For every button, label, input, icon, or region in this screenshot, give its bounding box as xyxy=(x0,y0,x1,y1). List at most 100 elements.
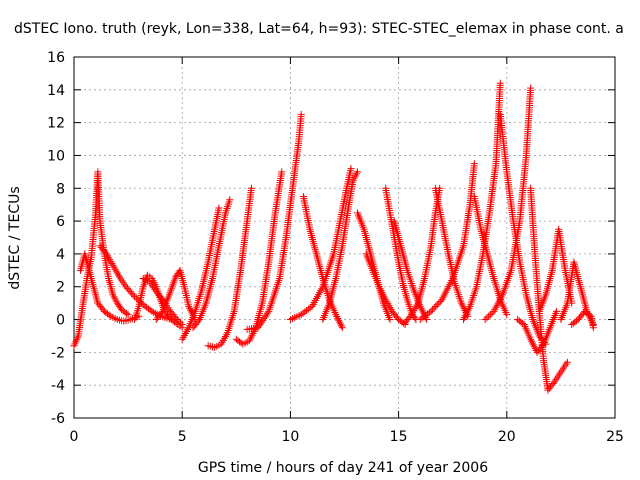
data-point xyxy=(131,293,139,301)
data-point xyxy=(586,311,594,319)
x-tick-label: 10 xyxy=(281,429,299,445)
data-point xyxy=(260,315,268,323)
data-point xyxy=(470,160,478,168)
y-tick-label: 6 xyxy=(56,214,65,230)
data-point xyxy=(215,204,223,212)
data-point xyxy=(125,286,133,294)
data-point xyxy=(297,110,305,118)
data-point xyxy=(226,196,234,204)
data-point xyxy=(306,304,314,312)
y-tick-label: 12 xyxy=(47,116,65,132)
data-point xyxy=(101,248,109,256)
series-10 xyxy=(232,168,286,348)
series-24 xyxy=(496,110,550,348)
data-point xyxy=(432,302,440,310)
data-point xyxy=(303,307,311,315)
data-point xyxy=(549,380,557,388)
y-axis-tick-labels: -6 -4 -2 0 2 4 6 8 10 12 14 16 xyxy=(47,50,65,427)
series-22 xyxy=(470,192,511,319)
data-point xyxy=(178,320,186,328)
series-27 xyxy=(514,307,561,356)
data-point xyxy=(416,316,424,324)
data-point xyxy=(105,311,113,319)
data-point xyxy=(433,301,441,309)
series-16 xyxy=(362,250,409,328)
data-point xyxy=(173,316,181,324)
data-point xyxy=(122,283,130,291)
x-tick-label: 0 xyxy=(70,429,79,445)
x-tick-label: 25 xyxy=(606,429,624,445)
data-point xyxy=(297,311,305,319)
data-point xyxy=(172,314,180,322)
data-point xyxy=(157,294,165,302)
data-point xyxy=(486,311,494,319)
data-point xyxy=(422,311,430,319)
data-point xyxy=(538,342,546,350)
data-point xyxy=(264,309,272,317)
x-axis-tick-labels: 0 5 10 15 20 25 xyxy=(70,429,624,445)
data-point xyxy=(573,317,581,325)
y-tick-label: 0 xyxy=(56,313,65,329)
data-point xyxy=(247,184,255,192)
data-point xyxy=(170,312,178,320)
y-tick-label: 8 xyxy=(56,181,65,197)
data-point xyxy=(347,165,355,173)
data-point xyxy=(386,316,394,324)
data-point xyxy=(299,309,307,317)
data-point xyxy=(488,309,496,317)
series-25 xyxy=(481,84,535,324)
data-point xyxy=(435,299,443,307)
y-tick-label: 2 xyxy=(56,280,65,296)
series-23 xyxy=(460,79,504,324)
data-point xyxy=(128,289,136,297)
x-tick-label: 5 xyxy=(178,429,187,445)
x-tick-label: 20 xyxy=(498,429,516,445)
data-point xyxy=(126,288,134,296)
series-12 xyxy=(299,192,346,332)
data-point xyxy=(429,306,437,314)
data-point xyxy=(175,317,183,325)
series-29 xyxy=(557,258,597,328)
data-point xyxy=(425,309,433,317)
data-point xyxy=(393,314,401,322)
data-point xyxy=(255,322,263,330)
data-point xyxy=(527,84,535,92)
data-point xyxy=(262,311,270,319)
series-11 xyxy=(243,110,305,333)
data-point xyxy=(503,311,511,319)
data-point xyxy=(301,308,309,316)
data-point xyxy=(485,312,493,320)
data-point xyxy=(254,324,262,332)
y-axis-label: dSTEC / TECUs xyxy=(7,186,23,289)
data-point xyxy=(256,320,264,328)
y-tick-label: 10 xyxy=(47,148,65,164)
data-point xyxy=(99,306,107,314)
data-point xyxy=(194,317,202,325)
data-point xyxy=(406,312,414,320)
y-tick-label: -2 xyxy=(51,345,65,361)
y-tick-label: -4 xyxy=(51,378,65,394)
data-point xyxy=(177,319,185,327)
data-point xyxy=(430,304,438,312)
data-point xyxy=(481,316,489,324)
data-point xyxy=(338,324,346,332)
data-point xyxy=(436,297,444,305)
series-2 xyxy=(76,250,143,325)
x-axis-label: GPS time / hours of day 241 of year 2006 xyxy=(198,460,488,476)
series-9 xyxy=(204,184,255,351)
data-point xyxy=(411,314,419,322)
data-point xyxy=(259,316,267,324)
series-7 xyxy=(178,204,223,343)
x-tick-label: 15 xyxy=(390,429,408,445)
y-tick-label: -6 xyxy=(51,411,65,427)
y-tick-label: 4 xyxy=(56,247,65,263)
data-point xyxy=(304,305,312,313)
data-point xyxy=(157,309,165,317)
chart-title: dSTEC Iono. truth (reyk, Lon=338, Lat=64… xyxy=(14,21,624,37)
y-tick-label: 16 xyxy=(47,50,65,66)
data-point xyxy=(353,168,361,176)
data-point xyxy=(427,307,435,315)
data-point xyxy=(483,314,491,322)
series-18 xyxy=(390,217,431,324)
